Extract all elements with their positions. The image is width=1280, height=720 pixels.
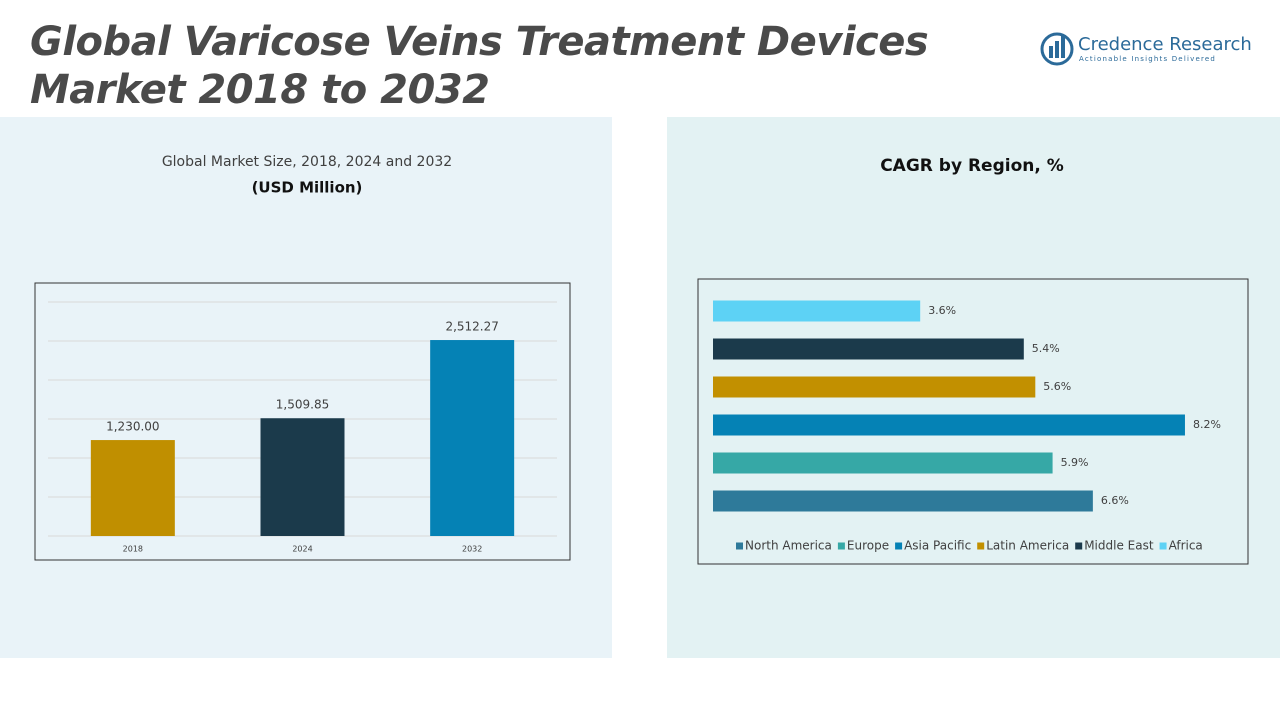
legend-label: Africa bbox=[1169, 539, 1203, 553]
value-label: 5.9% bbox=[1061, 456, 1089, 469]
x-tick-label: 2024 bbox=[292, 545, 312, 554]
bar bbox=[713, 414, 1185, 436]
right-frame bbox=[697, 278, 1249, 565]
legend-swatch bbox=[1159, 542, 1167, 550]
legend-swatch bbox=[977, 542, 985, 550]
chart-title: Global Market Size, 2018, 2024 and 2032 bbox=[162, 154, 452, 170]
bar bbox=[713, 452, 1053, 474]
legend-swatch bbox=[1075, 542, 1083, 550]
value-label: 5.6% bbox=[1043, 380, 1071, 393]
legend-label: North America bbox=[745, 539, 832, 553]
legend-label: Middle East bbox=[1084, 539, 1154, 553]
legend-swatch bbox=[895, 542, 903, 550]
bar bbox=[713, 338, 1024, 360]
value-label: 3.6% bbox=[928, 304, 956, 317]
value-label: 8.2% bbox=[1193, 418, 1221, 431]
legend-label: Asia Pacific bbox=[904, 539, 971, 553]
logo-tagline: Actionable Insights Delivered bbox=[1079, 55, 1217, 63]
bar bbox=[430, 340, 515, 536]
logo-brand: Credence Research bbox=[1078, 34, 1252, 55]
value-label: 2,512.27 bbox=[445, 320, 498, 334]
bar bbox=[713, 300, 921, 322]
x-tick-label: 2018 bbox=[123, 545, 143, 554]
page-title: Global Varicose Veins Treatment Devices … bbox=[30, 19, 929, 113]
legend-swatch bbox=[736, 542, 743, 550]
left-frame bbox=[34, 282, 571, 561]
bar bbox=[713, 376, 1036, 398]
value-label: 1,509.85 bbox=[276, 398, 329, 412]
bar bbox=[90, 440, 175, 536]
legend-label: Latin America bbox=[986, 539, 1069, 553]
legend-swatch bbox=[837, 542, 845, 550]
value-label: 1,230.00 bbox=[106, 420, 159, 434]
chart-title: CAGR by Region, % bbox=[880, 156, 1064, 176]
bar bbox=[260, 418, 345, 536]
value-label: 5.4% bbox=[1032, 342, 1060, 355]
bar bbox=[713, 490, 1093, 512]
chart-subtitle: (USD Million) bbox=[252, 179, 363, 197]
value-label: 6.6% bbox=[1101, 494, 1129, 507]
logo-icon bbox=[1040, 32, 1074, 66]
legend-label: Europe bbox=[847, 539, 889, 553]
x-tick-label: 2032 bbox=[462, 545, 482, 554]
left-panel bbox=[0, 117, 612, 658]
